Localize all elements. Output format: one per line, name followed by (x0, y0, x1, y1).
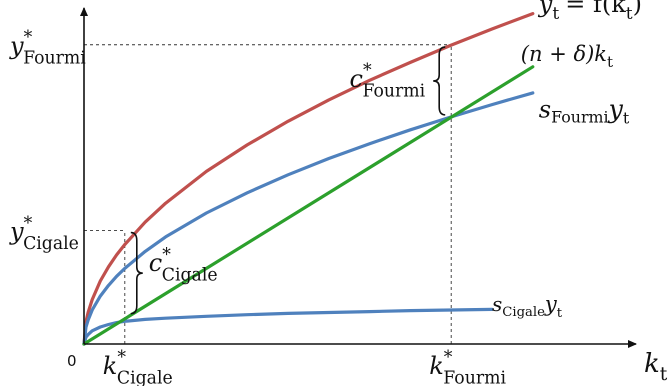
series-savings-fourmi (82, 91, 535, 346)
x-axis-label: kt (644, 349, 668, 385)
label-consumption-fourmi: c* Fourmi (350, 61, 426, 101)
x-tick-label-1: k* Fourmi (429, 348, 506, 386)
label-savings-fourmi: sFourmiyt (539, 94, 630, 127)
brace-cigale (130, 231, 143, 315)
y-tick-label-0: y* Cigale (9, 214, 79, 254)
label-savings-cigale: sCigaleyt (492, 292, 563, 321)
origin-label: 0 (67, 352, 77, 370)
guide-lines (84, 44, 452, 344)
series-break-even (82, 65, 535, 346)
curves (82, 12, 535, 346)
consumption-braces (130, 46, 446, 315)
y-tick-label-1: y* Fourmi (9, 28, 86, 68)
series-savings-cigale (82, 307, 494, 346)
label-consumption-cigale: c* Cigale (149, 245, 218, 285)
brace-fourmi (433, 46, 446, 116)
label-break-even: (n + δ)kt (521, 42, 613, 71)
label-production: yt = f(kt) (538, 0, 642, 24)
x-tick-label-0: k* Cigale (103, 348, 173, 386)
labels: 0 k* Cigale k* Fourmi y* Cigale y* Fourmi kt yt = … (9, 0, 668, 386)
series-production (82, 12, 535, 346)
